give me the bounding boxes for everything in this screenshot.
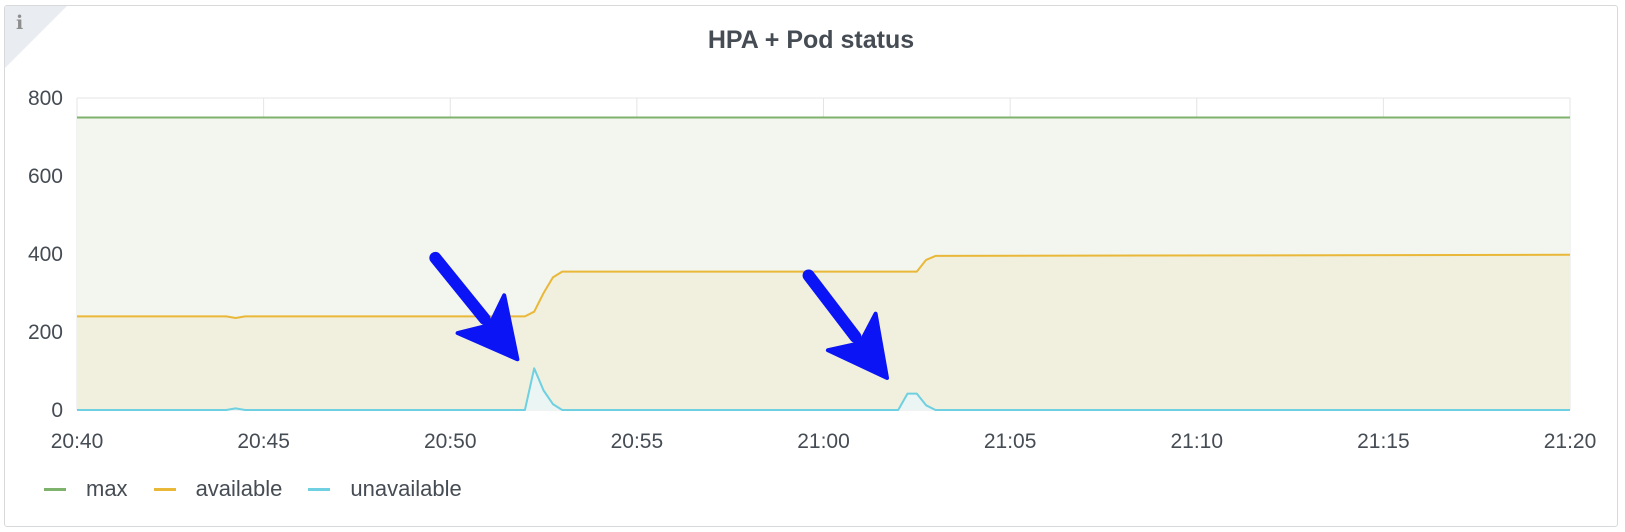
legend-item-available[interactable]: available: [153, 476, 283, 502]
y-tick-label: 0: [51, 399, 63, 422]
legend-swatch: [44, 487, 66, 491]
series-area-available: [77, 254, 1570, 410]
y-tick-label: 200: [28, 321, 63, 344]
legend-label: unavailable: [350, 476, 462, 501]
legend-label: max: [86, 476, 128, 501]
arrow-annotation-shaft: [802, 269, 862, 343]
panel-corner: [5, 6, 67, 68]
chart-lines: [77, 116, 1571, 411]
x-tick-label: 21:05: [984, 430, 1037, 453]
panel-title: HPA + Pod status: [707, 26, 915, 54]
x-tick-label: 20:50: [424, 430, 477, 453]
x-tick-label: 21:00: [797, 430, 850, 453]
chart-areas: [77, 117, 1570, 410]
x-tick-label: 20:40: [51, 430, 104, 453]
arrow-annotation-head: [455, 293, 520, 362]
arrow-annotation-head: [825, 311, 889, 380]
legend-swatch: [153, 487, 176, 491]
legend-item-max[interactable]: max: [44, 476, 128, 502]
series-line-unavailable: [77, 367, 1570, 411]
y-tick-label: 400: [28, 243, 63, 266]
y-tick-label: 800: [28, 87, 63, 110]
x-tick-label: 20:45: [237, 430, 290, 453]
x-tick-label: 21:10: [1170, 430, 1223, 453]
legend-item-unavailable[interactable]: unavailable: [308, 476, 462, 502]
y-tick-label: 600: [28, 165, 63, 188]
legend-swatch: [308, 487, 331, 491]
x-axis: 20:40 20:45 20:50 20:55 21:00 21:05 21:10 21:15…: [51, 430, 1597, 453]
x-tick-label: 21:20: [1544, 430, 1597, 453]
x-tick-label: 20:55: [611, 430, 664, 453]
x-tick-label: 21:15: [1357, 430, 1410, 453]
arrow-annotation-shaft: [429, 251, 491, 325]
series-line-available: [77, 253, 1571, 319]
legend: max available unavailable: [44, 476, 488, 502]
legend-label: available: [195, 476, 283, 501]
y-axis: 0 200 400 600 800: [28, 87, 63, 422]
chart-annotations: [429, 251, 889, 380]
info-icon[interactable]: i: [16, 12, 24, 34]
